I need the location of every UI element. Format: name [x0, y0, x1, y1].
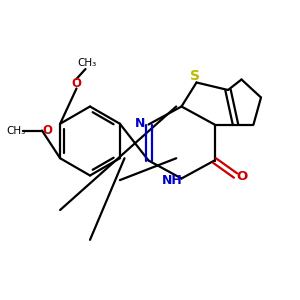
Text: O: O	[71, 76, 82, 90]
Text: S: S	[190, 69, 200, 83]
Text: CH₃: CH₃	[77, 58, 97, 68]
Text: O: O	[42, 124, 52, 137]
Text: O: O	[236, 169, 248, 183]
Text: NH: NH	[162, 173, 183, 187]
Text: N: N	[135, 117, 145, 130]
Text: CH₃: CH₃	[6, 125, 26, 136]
